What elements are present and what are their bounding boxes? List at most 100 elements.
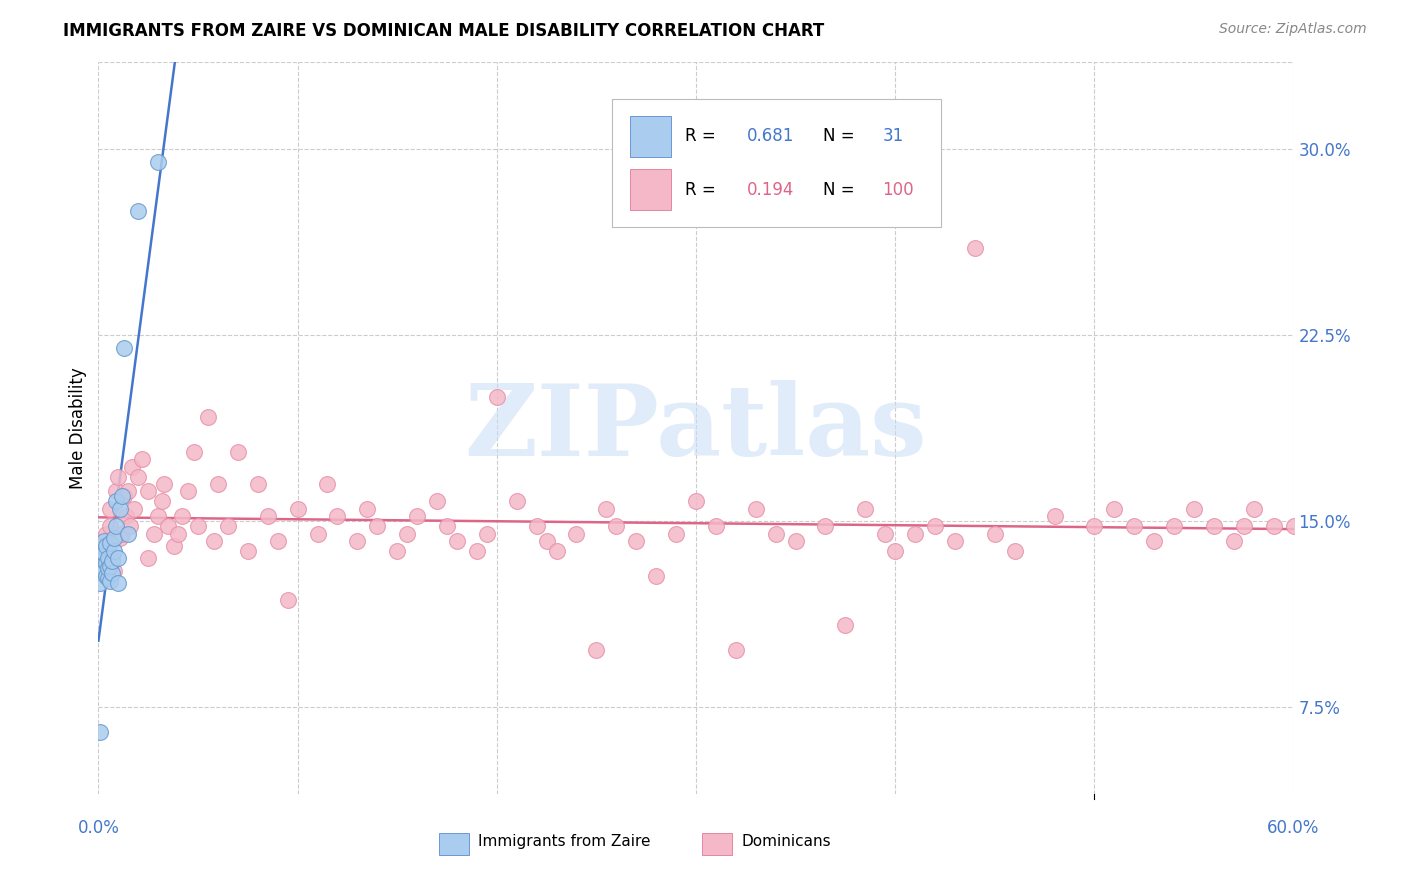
Point: [120, 519, 142, 533]
Point: [103, 544, 125, 558]
Point: [98, 536, 122, 550]
Point: [506, 494, 529, 508]
Point: [267, 533, 290, 548]
Point: [1182, 501, 1205, 516]
Point: [406, 509, 429, 524]
Point: [117, 526, 139, 541]
Text: N =: N =: [823, 128, 859, 145]
Point: [685, 494, 707, 508]
Text: 60.0%: 60.0%: [1267, 819, 1320, 837]
Point: [157, 519, 180, 533]
Point: [396, 526, 419, 541]
Point: [585, 643, 607, 657]
Point: [346, 533, 368, 548]
Point: [98, 558, 122, 573]
Point: [785, 533, 807, 548]
Y-axis label: Male Disability: Male Disability: [69, 368, 87, 489]
Point: [167, 526, 190, 541]
Point: [1223, 533, 1246, 548]
Text: 0.194: 0.194: [748, 180, 794, 199]
FancyBboxPatch shape: [630, 169, 671, 210]
Point: [127, 204, 149, 219]
Point: [385, 544, 409, 558]
Point: [475, 526, 498, 541]
Point: [1282, 519, 1305, 533]
Point: [465, 544, 488, 558]
Point: [115, 509, 138, 524]
Point: [814, 519, 837, 533]
Point: [107, 469, 129, 483]
Point: [136, 551, 159, 566]
Point: [150, 494, 173, 508]
Point: [1043, 509, 1066, 524]
Point: [107, 551, 129, 566]
Point: [91, 539, 114, 553]
Point: [163, 539, 186, 553]
Point: [1104, 501, 1126, 516]
Point: [326, 509, 349, 524]
Point: [1243, 501, 1265, 516]
Point: [1123, 519, 1146, 533]
Point: [605, 519, 627, 533]
Point: [984, 526, 1007, 541]
Text: 0.681: 0.681: [748, 128, 794, 145]
Point: [436, 519, 458, 533]
Point: [96, 526, 118, 541]
Point: [117, 484, 139, 499]
Point: [1202, 519, 1225, 533]
Point: [287, 501, 309, 516]
Point: [834, 618, 856, 632]
Point: [665, 526, 688, 541]
Point: [183, 444, 205, 458]
Point: [112, 489, 135, 503]
Point: [724, 643, 747, 657]
Point: [217, 519, 239, 533]
FancyBboxPatch shape: [702, 832, 733, 855]
Text: ZIPatlas: ZIPatlas: [465, 380, 927, 476]
Point: [103, 564, 125, 578]
Point: [177, 484, 200, 499]
Point: [197, 409, 219, 424]
Point: [446, 533, 468, 548]
Point: [98, 501, 122, 516]
Text: 100: 100: [883, 180, 914, 199]
Point: [875, 526, 897, 541]
Point: [1004, 544, 1026, 558]
Point: [105, 484, 128, 499]
Point: [153, 477, 176, 491]
Point: [101, 554, 124, 568]
Point: [1263, 519, 1285, 533]
Point: [172, 509, 194, 524]
Point: [207, 477, 229, 491]
Point: [105, 494, 128, 508]
Point: [112, 341, 135, 355]
Point: [110, 532, 132, 546]
Point: [277, 593, 299, 607]
Point: [103, 532, 125, 546]
Point: [93, 533, 115, 548]
FancyBboxPatch shape: [439, 832, 470, 855]
Point: [97, 558, 120, 573]
Point: [97, 561, 120, 575]
Point: [91, 539, 114, 553]
Point: [526, 519, 548, 533]
Point: [131, 452, 153, 467]
Point: [236, 544, 259, 558]
Point: [202, 533, 225, 548]
Point: [121, 459, 143, 474]
Point: [316, 477, 339, 491]
Point: [745, 501, 768, 516]
FancyBboxPatch shape: [613, 99, 941, 227]
Point: [226, 444, 249, 458]
Point: [853, 501, 876, 516]
Point: [963, 241, 986, 255]
Point: [124, 501, 146, 516]
Point: [256, 509, 278, 524]
Point: [96, 568, 118, 582]
Text: R =: R =: [685, 180, 721, 199]
Point: [89, 576, 111, 591]
Point: [426, 494, 449, 508]
Text: N =: N =: [823, 180, 859, 199]
Text: IMMIGRANTS FROM ZAIRE VS DOMINICAN MALE DISABILITY CORRELATION CHART: IMMIGRANTS FROM ZAIRE VS DOMINICAN MALE …: [63, 22, 824, 40]
Text: Dominicans: Dominicans: [741, 834, 831, 849]
